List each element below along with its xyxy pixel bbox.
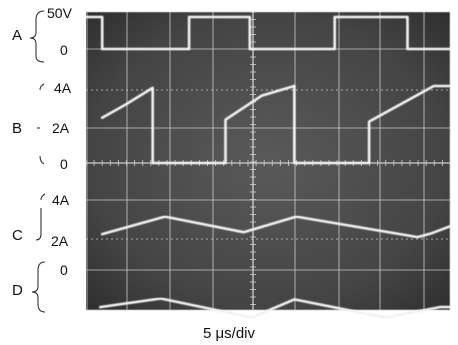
tick-label: 0 — [60, 156, 68, 172]
tick-label: 2A — [51, 233, 69, 249]
tick-label: 4A — [52, 192, 70, 208]
channel-label-b: B — [12, 120, 22, 137]
channel-label-c: C — [12, 227, 23, 244]
tick-label: 0 — [60, 262, 68, 278]
x-axis-label: 5 μs/div — [203, 325, 255, 342]
tick-label: 0 — [60, 42, 68, 58]
tick-label: 50V — [47, 5, 73, 21]
brace-b-bottom — [39, 155, 45, 165]
brace-d — [31, 261, 46, 313]
tick-label: 2A — [52, 120, 70, 136]
trace-c — [100, 215, 452, 239]
trace-d — [98, 297, 452, 319]
brace-c-top — [40, 193, 46, 201]
brace-c — [35, 208, 42, 241]
channel-label-d: D — [12, 282, 23, 299]
brace-a — [29, 10, 45, 63]
channel-label-a: A — [12, 27, 22, 44]
tick-label: 4A — [54, 80, 72, 96]
scope-screen — [86, 12, 450, 310]
brace-b-top — [39, 83, 45, 91]
trace-b — [100, 84, 452, 165]
trace-a — [84, 15, 452, 51]
